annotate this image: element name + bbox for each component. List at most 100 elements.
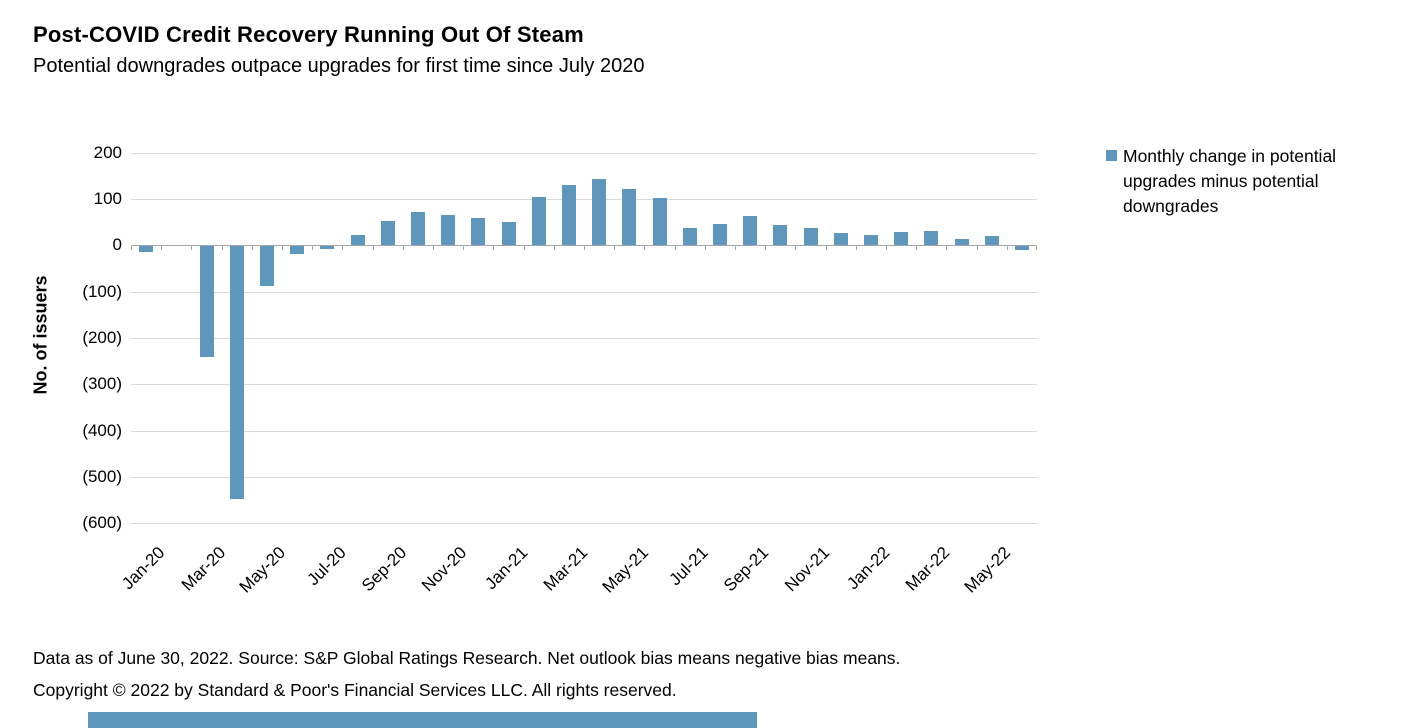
bar-May-22 <box>984 236 999 246</box>
bar-May-20 <box>259 246 274 286</box>
bar-Nov-21 <box>803 228 818 246</box>
x-tick-label-Sep-20: Sep-20 <box>357 543 411 596</box>
x-axis-tick <box>372 245 374 251</box>
x-tick-label-Nov-21: Nov-21 <box>780 543 833 596</box>
y-tick-label--600: (600) <box>82 513 122 533</box>
gridline--400 <box>131 430 1037 432</box>
y-tick-label--100: (100) <box>82 281 122 301</box>
x-axis-tick <box>1006 245 1008 251</box>
x-axis-tick <box>946 245 948 251</box>
chart-title: Post-COVID Credit Recovery Running Out O… <box>33 22 584 47</box>
bar-Mar-20 <box>199 246 214 358</box>
x-axis-tick <box>674 245 676 251</box>
x-axis-tick <box>704 245 706 251</box>
bar-Jul-20 <box>320 246 335 249</box>
bar-May-21 <box>622 189 637 246</box>
bar-Dec-20 <box>471 217 486 246</box>
bar-Mar-22 <box>924 230 939 246</box>
bar-Sep-21 <box>743 215 758 246</box>
bar-Aug-21 <box>712 224 727 246</box>
x-axis-tick <box>191 245 193 251</box>
y-tick-label-100: 100 <box>93 189 122 208</box>
gridline--600 <box>131 523 1037 525</box>
bar-Jan-22 <box>863 234 878 246</box>
bar-Oct-21 <box>773 225 788 246</box>
x-axis-tick <box>795 245 797 251</box>
y-tick-label--400: (400) <box>82 420 122 440</box>
x-axis-tick <box>251 245 253 251</box>
x-tick-label-Sep-21: Sep-21 <box>720 543 773 596</box>
bottom-highlight-bar <box>88 712 757 728</box>
x-tick-label-May-21: May-21 <box>598 543 652 597</box>
bar-Nov-20 <box>441 214 456 246</box>
bar-Feb-21 <box>531 197 546 246</box>
bar-Apr-21 <box>592 179 607 246</box>
bar-Feb-22 <box>894 231 909 246</box>
gridline--100 <box>131 291 1037 293</box>
y-tick-label--200: (200) <box>82 327 122 347</box>
x-axis-tick <box>131 245 132 251</box>
x-axis-tick <box>886 245 887 251</box>
bar-Dec-21 <box>833 233 848 246</box>
y-tick-label-0: 0 <box>112 235 122 255</box>
bar-Jun-21 <box>652 198 667 246</box>
gridline-100 <box>131 199 1037 200</box>
x-axis-tick <box>916 245 918 251</box>
gridline--200 <box>131 337 1037 339</box>
bar-Aug-20 <box>350 235 365 246</box>
x-axis-tick <box>342 245 344 251</box>
y-axis-tick-labels: 200 100 0 (100) (200) (300) (400) (500) (600) <box>0 142 122 536</box>
x-tick-label-Jan-21: Jan-21 <box>480 543 531 594</box>
gridline--300 <box>131 384 1037 386</box>
x-tick-label-Nov-20: Nov-20 <box>418 543 471 596</box>
x-axis-tick <box>976 245 978 251</box>
bar-Jul-21 <box>682 228 697 246</box>
x-axis-tick <box>463 245 465 251</box>
bar-Mar-21 <box>561 185 576 246</box>
x-tick-label-May-22: May-22 <box>960 543 1015 597</box>
x-tick-label-Jul-20: Jul-20 <box>303 543 350 590</box>
x-axis-tick <box>765 245 767 251</box>
bar-Sep-20 <box>380 221 395 246</box>
x-axis-tick <box>312 245 314 251</box>
x-axis-tick <box>523 245 525 251</box>
x-axis-tick <box>1036 245 1037 251</box>
bar-Jan-21 <box>501 221 516 246</box>
x-tick-label-Jan-20: Jan-20 <box>118 543 169 594</box>
x-tick-label-Mar-21: Mar-21 <box>539 543 592 595</box>
plot-area: Jan-20 Mar-20 May-20 Jul-20 Sep-20 Nov-20 Jan-… <box>118 144 1037 597</box>
bar-Jun-22 <box>1014 246 1029 251</box>
x-axis-tick <box>825 245 827 251</box>
y-tick-label-200: 200 <box>93 142 122 162</box>
bar-Apr-22 <box>954 238 969 246</box>
x-axis-tick <box>644 245 646 251</box>
bar-Oct-20 <box>410 212 425 246</box>
bar-Jan-20 <box>139 246 154 253</box>
x-tick-label-Jan-22: Jan-22 <box>843 543 894 594</box>
x-axis-tick <box>553 245 555 251</box>
x-axis-tick <box>282 245 283 251</box>
chart-subtitle: Potential downgrades outpace upgrades fo… <box>33 55 645 77</box>
x-axis-tick <box>584 245 585 251</box>
legend-label: Monthly change in potential upgrades min… <box>1123 146 1337 216</box>
y-tick-label--500: (500) <box>82 466 122 486</box>
legend: Monthly change in potential upgrades min… <box>1106 144 1366 219</box>
source-note: Data as of June 30, 2022. Source: S&P Gl… <box>33 648 901 668</box>
x-axis-tick <box>855 245 857 251</box>
x-axis-tick <box>402 245 404 251</box>
x-tick-label-Mar-22: Mar-22 <box>902 543 954 595</box>
x-tick-label-May-20: May-20 <box>235 543 290 597</box>
gridline-200 <box>131 152 1037 154</box>
bar-Jun-20 <box>290 246 305 255</box>
x-axis-tick <box>221 245 223 251</box>
legend-marker-swatch <box>1106 150 1117 161</box>
x-axis-tick <box>493 245 495 251</box>
x-axis-tick <box>161 245 163 251</box>
x-tick-label-Mar-20: Mar-20 <box>177 543 229 595</box>
y-tick-label--300: (300) <box>82 374 122 394</box>
x-tick-label-Jul-21: Jul-21 <box>665 543 713 590</box>
gridline--500 <box>131 476 1037 478</box>
x-axis-tick <box>735 245 736 251</box>
x-axis-tick <box>614 245 616 251</box>
